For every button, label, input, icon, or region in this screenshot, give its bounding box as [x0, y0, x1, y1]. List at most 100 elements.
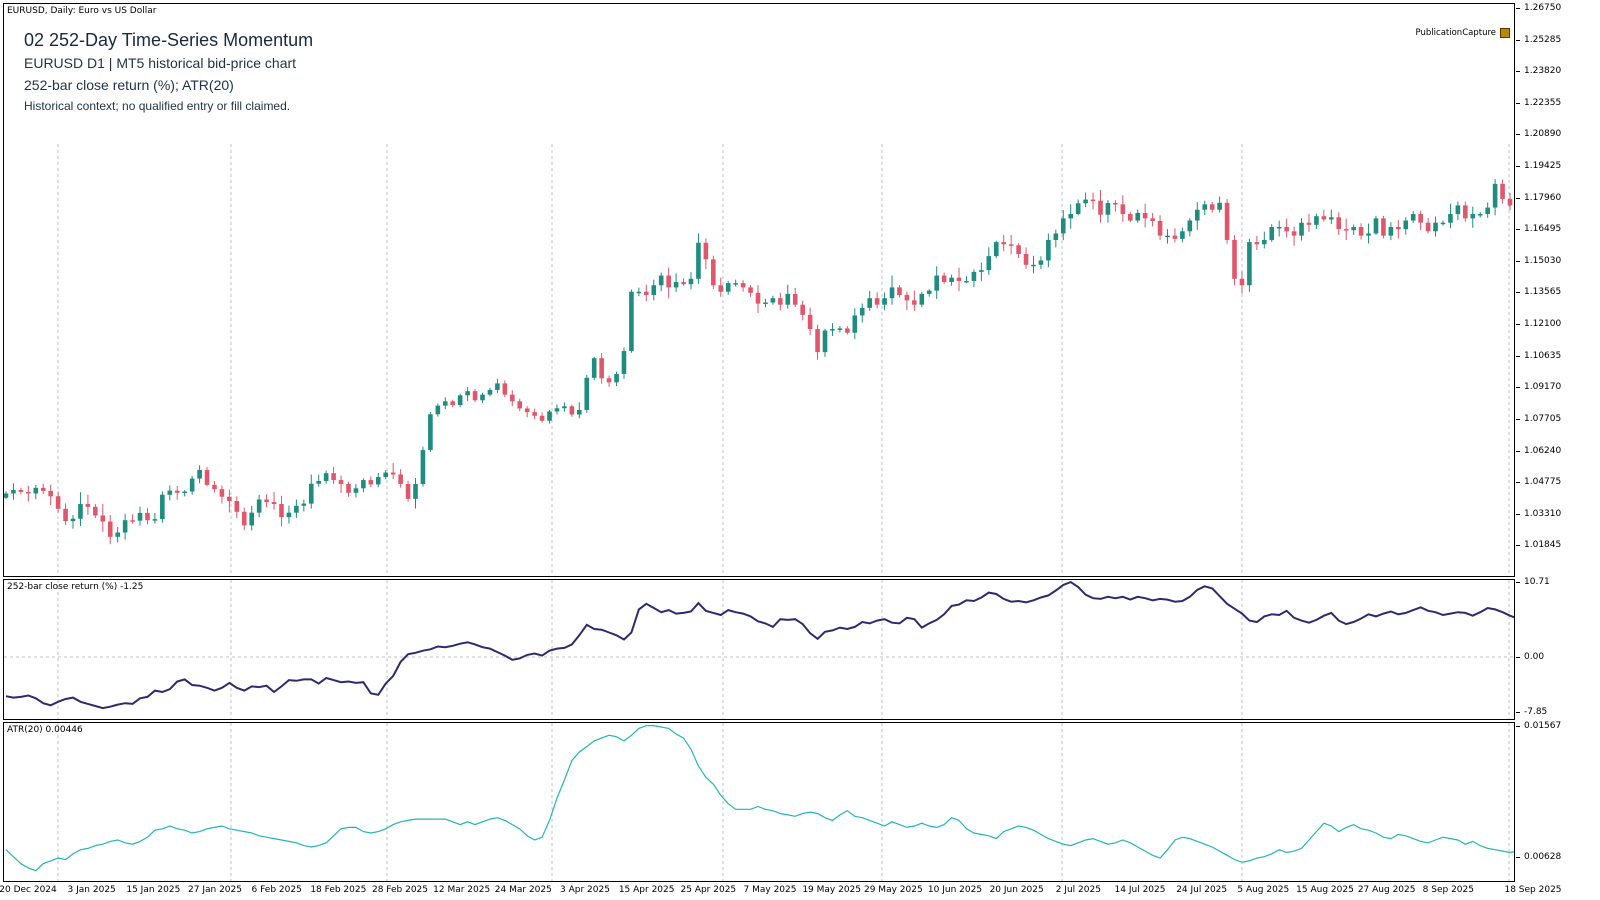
candle-body [115, 532, 120, 537]
candle-body [1455, 205, 1461, 215]
time-tick-label: 29 May 2025 [863, 885, 923, 895]
candle-body [614, 373, 619, 383]
candle-body [40, 487, 46, 491]
candle-body [1142, 212, 1148, 219]
candle-body [1477, 214, 1483, 216]
candle-body [644, 291, 649, 295]
candle-body [658, 275, 664, 286]
candle-body [971, 271, 977, 281]
candle-body [755, 292, 761, 304]
candle-body [1224, 202, 1230, 240]
candle-body [390, 472, 396, 475]
candle-body [1507, 198, 1513, 206]
time-tick-label: 18 Feb 2025 [310, 885, 367, 895]
time-tick-label: 3 Jan 2025 [67, 885, 116, 895]
candle-body [882, 298, 887, 305]
price-pane[interactable]: EURUSD, Daily: Euro vs US Dollar 02 252-… [3, 3, 1515, 577]
candle-body [428, 414, 433, 451]
candle-body [1388, 226, 1394, 236]
candle-body [770, 298, 776, 303]
candle-body [1291, 231, 1297, 236]
candle-body [934, 275, 939, 291]
candle-body [48, 490, 53, 497]
candle-body [1046, 239, 1051, 261]
candle-body [1381, 218, 1386, 236]
candle-body [1135, 212, 1141, 221]
candle-body [986, 256, 992, 271]
candle-body [666, 275, 671, 288]
candle-body [1470, 214, 1476, 219]
candle-body [1440, 222, 1446, 225]
price-tick-label: 1.16495 [1515, 224, 1562, 235]
candle-body [457, 395, 463, 406]
price-tick-label: 1.03310 [1515, 508, 1562, 519]
candle-body [1023, 253, 1029, 265]
candle-body [979, 270, 984, 272]
candle-body [740, 283, 746, 288]
candle-body [1120, 204, 1126, 215]
candle-body [800, 304, 805, 315]
price-tick-label: 1.20890 [1515, 129, 1562, 140]
candle-body [748, 287, 753, 293]
time-tick-label: 10 Jun 2025 [927, 885, 983, 895]
candle-body [107, 521, 113, 537]
candle-body [1172, 235, 1178, 239]
candle-body [859, 307, 865, 316]
atr-series-line [5, 725, 1514, 872]
candle-body [1425, 222, 1431, 232]
candle-body [837, 328, 843, 330]
candle-body [472, 391, 478, 401]
price-tick-label: 1.12100 [1515, 319, 1562, 330]
candle-body [361, 480, 366, 489]
publication-capture-icon[interactable] [1500, 28, 1510, 38]
price-tick-label: 1.10635 [1515, 350, 1562, 361]
time-tick-label: 24 Jul 2025 [1176, 885, 1228, 895]
candle-body [696, 242, 701, 279]
candle-body [85, 504, 91, 507]
return-axis: 10.71 0.00 -7.85 [1515, 577, 1600, 720]
price-tick-label: 1.15030 [1515, 255, 1562, 266]
candle-body [338, 480, 344, 484]
candle-body [889, 287, 895, 299]
return-pane[interactable]: 252-bar close return (%) -1.25 [3, 579, 1515, 720]
candle-body [234, 501, 240, 512]
candle-body [480, 394, 485, 401]
candle-body [1329, 217, 1334, 220]
candle-body [524, 408, 530, 413]
price-chart-svg [4, 144, 1513, 576]
candle-body [1075, 203, 1081, 215]
candle-body [93, 506, 98, 516]
candle-body [822, 330, 828, 353]
candle-body [100, 515, 106, 522]
candle-body [1209, 204, 1215, 210]
candle-body [562, 406, 567, 409]
candle-body [1276, 226, 1282, 229]
candle-body [621, 351, 627, 374]
time-tick-label: 27 Jan 2025 [188, 885, 242, 895]
price-tick-label: 1.13565 [1515, 287, 1562, 298]
candle-body [919, 293, 925, 305]
candle-body [539, 415, 545, 421]
candle-body [711, 259, 716, 286]
candle-body [792, 293, 798, 305]
candle-body [778, 298, 783, 305]
candle-body [785, 293, 791, 305]
time-tick-label: 5 Aug 2025 [1237, 885, 1290, 895]
candle-body [1373, 218, 1379, 234]
candle-body [636, 291, 642, 294]
price-tick-label: 1.25285 [1515, 34, 1562, 45]
candle-body [681, 282, 686, 285]
candle-body [1202, 204, 1208, 210]
atr-tick-label: 0.00628 [1515, 852, 1562, 862]
time-tick-label: 24 Mar 2025 [494, 885, 552, 895]
candle-body [495, 383, 500, 390]
candle-body [651, 285, 657, 295]
candle-body [1306, 222, 1312, 225]
context-note: Historical context; no qualified entry o… [24, 99, 291, 113]
publication-capture[interactable]: PublicationCapture [1416, 28, 1510, 38]
candle-body [1284, 226, 1289, 232]
candle-body [212, 484, 217, 490]
candle-body [599, 358, 604, 379]
atr-pane[interactable]: ATR(20) 0.00446 [3, 722, 1515, 882]
